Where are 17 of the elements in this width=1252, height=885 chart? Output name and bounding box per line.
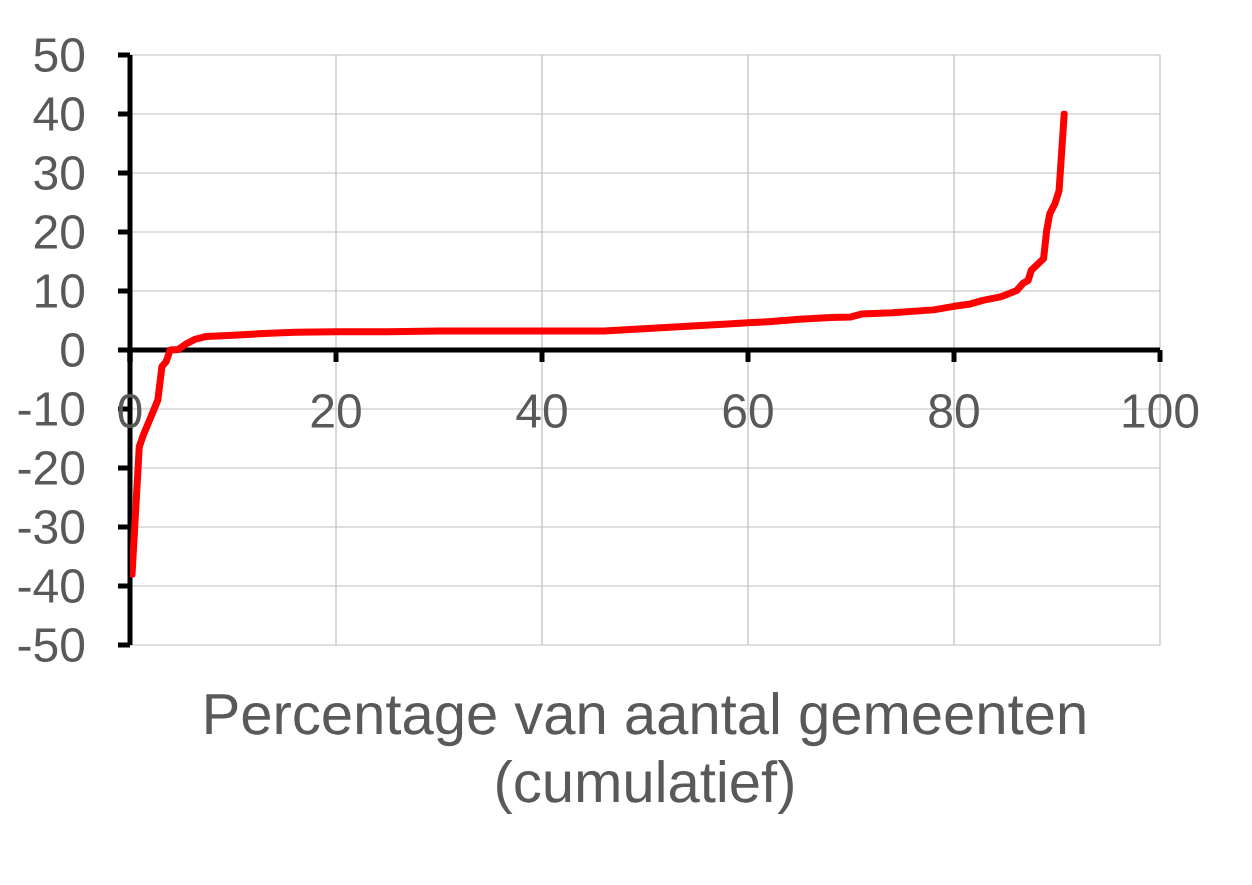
- y-tick-label: 40: [33, 97, 85, 131]
- x-tick-label: 60: [723, 394, 773, 429]
- y-tick-label: -10: [18, 392, 85, 426]
- y-tick-label: -30: [18, 510, 85, 544]
- y-tick-label: -40: [18, 569, 85, 603]
- y-tick-label: 30: [34, 156, 85, 190]
- y-tick-label: 20: [34, 215, 85, 249]
- y-tick-label: 10: [36, 274, 85, 308]
- x-axis-title: Percentage van aantal gemeenten (cumulatief): [206, 692, 1085, 815]
- x-tick-label: 100: [1123, 394, 1199, 429]
- y-tick-label: 0: [61, 333, 85, 367]
- x-tick-label: 40: [516, 394, 567, 429]
- y-tick-label: 50: [34, 38, 85, 72]
- y-tick-label: -20: [18, 451, 85, 485]
- x-tick-label: 20: [311, 394, 361, 429]
- y-tick-label: -50: [18, 628, 85, 662]
- x-tick-label: 80: [929, 394, 979, 429]
